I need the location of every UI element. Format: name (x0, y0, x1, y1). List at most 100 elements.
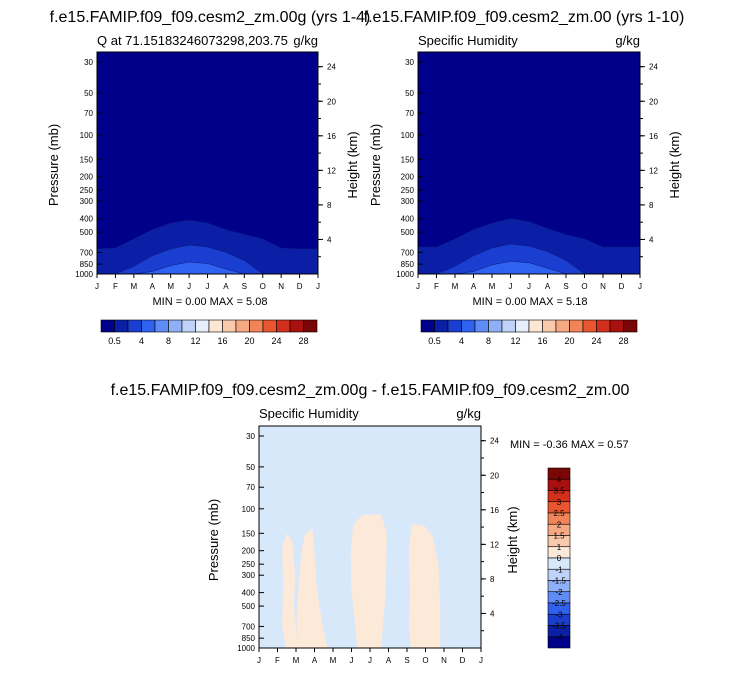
panel-c-right-axis-label: Height (km) (505, 506, 520, 573)
panel-c-y-tick-label: 30 (246, 432, 255, 441)
panel-a-subtitle-left: Q at 71.15183246073298,203.75 (97, 33, 288, 48)
panel-b-y-axis-label: Pressure (mb) (368, 124, 383, 206)
panel-a-x-tick-label: J (316, 282, 320, 291)
panel-c-x-tick-label: N (441, 656, 447, 665)
panel-b-colorbar-swatch (528, 319, 543, 333)
panel-c-colorbar-label: 1.5 (553, 532, 565, 541)
panel-b-y-tick-label: 1000 (396, 270, 414, 279)
panel-c-y-tick-label: 100 (242, 505, 256, 514)
panel-b-colorbar-swatch (474, 319, 489, 333)
panel-a-colorbar-swatch (154, 319, 169, 333)
panel-b-y-tick-label: 30 (405, 58, 414, 67)
panel-c-y-tick-label: 200 (242, 547, 256, 556)
panel-b-right-tick-label: 4 (649, 235, 654, 244)
panel-a-colorbar-swatch (303, 319, 318, 333)
panel-a-colorbar-label: 24 (271, 336, 281, 346)
panel-c-title: f.e15.FAMIP.f09_f09.cesm2_zm.00g - f.e15… (111, 382, 630, 399)
panel-c-right-tick-label: 8 (490, 575, 495, 584)
panel-a-y-tick-label: 150 (80, 155, 94, 164)
panel-c-colorbar-label: 0 (557, 554, 562, 563)
panel-c-right-tick-label: 20 (490, 471, 499, 480)
panel-c-right-tick-label: 24 (490, 437, 499, 446)
panel-b-x-tick-label: D (619, 282, 625, 291)
panel-b-x-tick-label: J (416, 282, 420, 291)
panel-c-colorbar-label: -3.5 (552, 622, 566, 631)
panel-a-title: f.e15.FAMIP.f09_f09.cesm2_zm.00g (yrs 1-… (50, 9, 371, 26)
panel-a-right-tick-label: 8 (327, 201, 332, 210)
panel-c-y-tick-label: 150 (242, 529, 256, 538)
panel-b-colorbar-swatch (569, 319, 584, 333)
panel-b-x-tick-label: F (434, 282, 439, 291)
panel-c-x-tick-label: J (350, 656, 354, 665)
panel-a-colorbar-swatch (127, 319, 142, 333)
panel-b-right-tick-label: 8 (649, 201, 654, 210)
panel-a-y-tick-label: 850 (80, 260, 94, 269)
panel-a-y-tick-label: 100 (80, 131, 94, 140)
panel-b-x-tick-label: N (600, 282, 606, 291)
panel-a-y-tick-label: 1000 (75, 270, 93, 279)
panel-c-x-tick-label: O (422, 656, 428, 665)
panel-a-y-tick-label: 30 (84, 58, 93, 67)
panel-b-min-max: MIN = 0.00 MAX = 5.18 (473, 296, 588, 308)
panel-c-colorbar-label: -2.5 (552, 599, 566, 608)
panel-a-colorbar-swatch (289, 319, 304, 333)
panel-b: f.e15.FAMIP.f09_f09.cesm2_zm.00 (yrs 1-1… (364, 9, 685, 346)
panel-b-colorbar-label: 8 (486, 336, 491, 346)
panel-c-colorbar-label: 3.5 (553, 487, 565, 496)
panel-c-colorbar-label: -1.5 (552, 577, 566, 586)
panel-c-y-tick-label: 400 (242, 589, 256, 598)
panel-b-x-tick-label: O (581, 282, 587, 291)
panel-a-colorbar-swatch (181, 319, 196, 333)
panel-b-colorbar-label: 28 (618, 336, 628, 346)
panel-b-y-tick-label: 150 (401, 155, 415, 164)
panel-b-x-tick-label: J (527, 282, 531, 291)
panel-c-x-tick-label: A (312, 656, 318, 665)
panel-c-y-tick-label: 50 (246, 463, 255, 472)
panel-c-y-tick-label: 500 (242, 602, 256, 611)
panel-b-y-tick-label: 400 (401, 215, 415, 224)
panel-b-x-tick-label: M (489, 282, 496, 291)
panel-c-colorbar-label: 2.5 (553, 509, 565, 518)
panel-a-right-tick-label: 16 (327, 132, 336, 141)
panel-c-x-tick-label: J (257, 656, 261, 665)
panel-a-y-tick-label: 500 (80, 228, 94, 237)
panel-c-positive-region (408, 524, 441, 648)
panel-b-y-tick-label: 300 (401, 197, 415, 206)
panel-b-subtitle-left: Specific Humidity (418, 33, 518, 48)
panel-c-colorbar-label: -3 (555, 610, 563, 619)
panel-a-y-tick-label: 50 (84, 89, 93, 98)
panel-b-x-tick-label: A (545, 282, 551, 291)
panel-b-title: f.e15.FAMIP.f09_f09.cesm2_zm.00 (yrs 1-1… (364, 9, 685, 26)
panel-b-colorbar-swatch (596, 319, 611, 333)
panel-b-y-tick-label: 700 (401, 248, 415, 257)
panel-c-positive-region (296, 529, 328, 648)
panel-a-y-tick-label: 700 (80, 248, 94, 257)
panel-b-right-tick-label: 20 (649, 97, 658, 106)
panel-a-x-tick-label: N (278, 282, 284, 291)
panel-a-right-tick-label: 4 (327, 235, 332, 244)
panel-a-y-tick-label: 200 (80, 173, 94, 182)
panel-a-right-tick-label: 12 (327, 166, 336, 175)
panel-b-colorbar-label: 0.5 (428, 336, 441, 346)
panel-a-y-tick-label: 70 (84, 109, 93, 118)
panel-c-right-tick-label: 16 (490, 506, 499, 515)
panel-c-subtitle-left: Specific Humidity (259, 406, 359, 421)
panel-c-colorbar-label: 3 (557, 498, 562, 507)
panel-c-colorbar-label: -1 (555, 565, 563, 574)
panel-c-x-tick-label: S (404, 656, 409, 665)
panel-c-y-tick-label: 1000 (237, 644, 255, 653)
panel-c-colorbar-label: -4 (555, 633, 563, 642)
panel-a-colorbar-swatch (222, 319, 237, 333)
panel-b-colorbar-label: 20 (564, 336, 574, 346)
panel-b-colorbar-swatch (609, 319, 624, 333)
panel-a-colorbar-swatch (114, 319, 129, 333)
panel-a-y-tick-label: 250 (80, 186, 94, 195)
panel-c-colorbar-label: 4 (557, 475, 562, 484)
panel-a-colorbar-swatch (249, 319, 264, 333)
panel-c-y-tick-label: 850 (242, 634, 256, 643)
panel-a-right-axis-label: Height (km) (345, 131, 360, 198)
panel-b-x-tick-label: A (471, 282, 477, 291)
panel-c-y-tick-label: 70 (246, 483, 255, 492)
